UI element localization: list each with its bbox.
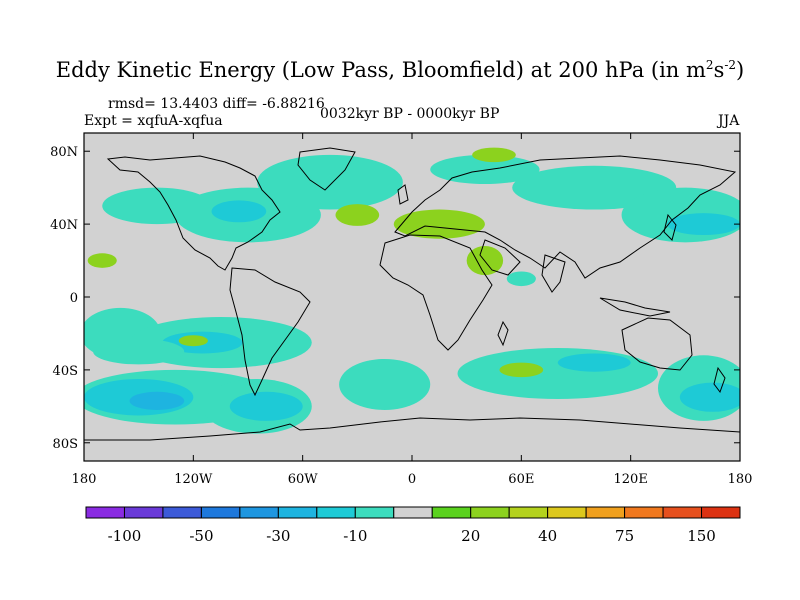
coast-antarctica bbox=[84, 417, 740, 441]
coastlines bbox=[84, 147, 740, 441]
lon-tick-label: 60W bbox=[288, 472, 319, 487]
anomaly-region bbox=[506, 271, 536, 287]
colorbar: -100 -50 -30 -10 20 40 75 150 bbox=[85, 506, 741, 545]
colorbar-swatch bbox=[662, 506, 703, 519]
colorbar-swatch bbox=[239, 506, 279, 519]
anomaly-region bbox=[257, 154, 403, 210]
lon-tick-label: 0 bbox=[408, 472, 416, 487]
anomaly-layer bbox=[84, 147, 740, 434]
plot-title: Eddy Kinetic Energy (Low Pass, Bloomfiel… bbox=[55, 58, 745, 82]
experiment-label: Expt = xqfuA-xqfua bbox=[84, 113, 223, 129]
colorbar-label: 40 bbox=[538, 527, 557, 545]
lat-tick-label: 40S bbox=[53, 364, 78, 379]
anomaly-region bbox=[499, 362, 544, 378]
colorbar-label: -100 bbox=[108, 527, 142, 545]
coast-uk bbox=[397, 184, 409, 205]
colorbar-label: 75 bbox=[615, 527, 634, 545]
lat-tick-label: 0 bbox=[70, 291, 78, 306]
lon-tick-label: 180 bbox=[72, 472, 97, 487]
colorbar-swatch bbox=[470, 506, 510, 519]
anomaly-region bbox=[335, 204, 380, 226]
colorbar-swatch bbox=[354, 506, 395, 519]
anomaly-region bbox=[393, 209, 485, 239]
coast-madagascar bbox=[497, 320, 509, 347]
coast-eurasia bbox=[394, 155, 737, 279]
colorbar-swatch bbox=[123, 506, 164, 519]
season-label: JJA bbox=[718, 113, 740, 129]
colorbar-swatch bbox=[431, 506, 472, 519]
anomaly-region bbox=[178, 335, 208, 347]
colorbar-label: -10 bbox=[343, 527, 367, 545]
coast-greenland bbox=[297, 147, 356, 191]
lon-tick-label: 120W bbox=[174, 472, 213, 487]
lat-tick-label: 80N bbox=[50, 145, 78, 160]
longitude-axis: 180 120W 60W 0 60E 120E 180 bbox=[72, 133, 753, 487]
latitude-axis: 80N 40N 0 40S 80S bbox=[50, 145, 740, 452]
anomaly-region bbox=[229, 391, 303, 421]
anomaly-region bbox=[557, 353, 631, 372]
colorbar-swatch bbox=[547, 506, 587, 519]
lon-tick-label: 60E bbox=[508, 472, 534, 487]
anomaly-region bbox=[457, 348, 658, 400]
colorbar-swatch bbox=[624, 506, 664, 519]
lat-tick-label: 80S bbox=[53, 437, 78, 452]
anomaly-region bbox=[93, 338, 185, 365]
coast-australia bbox=[621, 317, 693, 371]
colorbar-swatch bbox=[277, 506, 318, 519]
colorbar-swatch bbox=[85, 506, 125, 519]
anomaly-region bbox=[472, 147, 516, 163]
colorbar-swatch bbox=[316, 506, 356, 519]
lon-tick-label: 180 bbox=[728, 472, 753, 487]
lon-tick-label: 120E bbox=[614, 472, 648, 487]
colorbar-swatch bbox=[585, 506, 626, 519]
anomaly-region bbox=[339, 358, 431, 410]
lat-tick-label: 40N bbox=[50, 218, 78, 233]
anomaly-region bbox=[87, 253, 117, 268]
coast-africa bbox=[379, 234, 493, 351]
colorbar-swatch bbox=[701, 506, 741, 519]
rmsd-diff-stats: rmsd= 13.4403 diff= -6.88216 bbox=[108, 96, 325, 112]
colorbar-label: -50 bbox=[189, 527, 213, 545]
anomaly-region bbox=[667, 213, 740, 236]
colorbar-swatch bbox=[393, 506, 433, 519]
anomaly-region bbox=[679, 382, 740, 412]
coast-india bbox=[541, 254, 566, 293]
colorbar-swatch bbox=[200, 506, 241, 519]
colorbar-label: 20 bbox=[461, 527, 480, 545]
colorbar-swatch bbox=[162, 506, 202, 519]
anomaly-region bbox=[211, 200, 267, 223]
colorbar-label: 150 bbox=[687, 527, 716, 545]
coast-new-zealand bbox=[713, 366, 726, 394]
colorbar-label: -30 bbox=[266, 527, 290, 545]
coast-arabia bbox=[479, 239, 521, 276]
coast-indonesia bbox=[599, 297, 671, 317]
anomaly-region bbox=[129, 391, 185, 410]
coast-north-america bbox=[106, 155, 281, 271]
period-label: 0032kyr BP - 0000kyr BP bbox=[320, 106, 500, 122]
coast-south-america bbox=[229, 267, 311, 397]
colorbar-swatch bbox=[508, 506, 549, 519]
coast-japan bbox=[663, 213, 677, 241]
